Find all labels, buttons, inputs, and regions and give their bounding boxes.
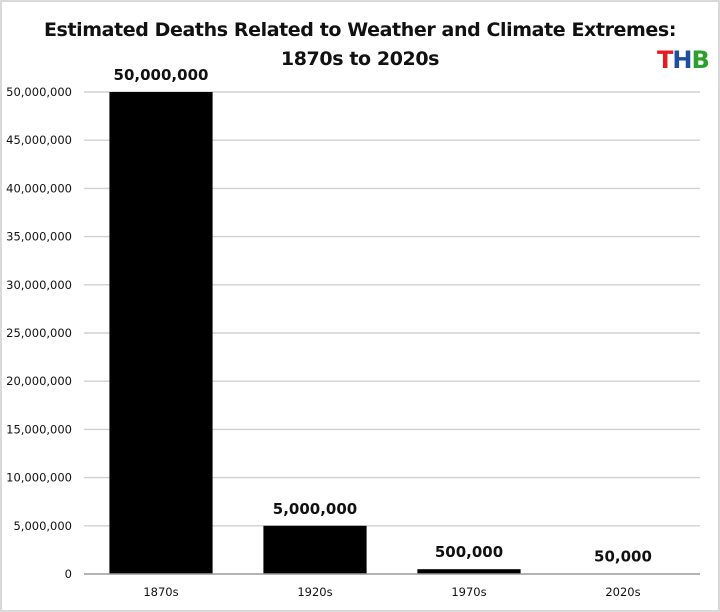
labels: 0 5,000,000 10,000,000 15,000,000 20,000,000… bbox=[6, 66, 652, 599]
bar bbox=[109, 92, 213, 574]
y-tick-label: 30,000,000 bbox=[6, 278, 72, 292]
data-label: 500,000 bbox=[435, 543, 503, 561]
bar bbox=[417, 569, 521, 574]
chart-title-line-1: Estimated Deaths Related to Weather and … bbox=[43, 19, 677, 41]
bars bbox=[109, 92, 675, 575]
x-tick-label: 1970s bbox=[451, 585, 486, 599]
y-tick-label: 45,000,000 bbox=[6, 133, 72, 147]
data-label: 50,000,000 bbox=[114, 66, 209, 84]
y-tick-label: 25,000,000 bbox=[6, 326, 72, 340]
y-tick-label: 40,000,000 bbox=[6, 181, 72, 195]
y-tick-label: 0 bbox=[65, 567, 72, 581]
bar bbox=[263, 525, 367, 574]
logo-letter-h: H bbox=[672, 46, 692, 74]
x-tick-label: 1870s bbox=[143, 585, 178, 599]
data-label: 50,000 bbox=[594, 548, 652, 566]
chart-title-line-2: 1870s to 2020s bbox=[280, 48, 440, 70]
y-tick-label: 10,000,000 bbox=[6, 471, 72, 485]
y-tick-label: 15,000,000 bbox=[6, 422, 72, 436]
y-tick-label: 50,000,000 bbox=[6, 85, 72, 99]
logo-letter-t: T bbox=[657, 46, 673, 74]
data-label: 5,000,000 bbox=[273, 500, 357, 518]
chart-title: Estimated Deaths Related to Weather and … bbox=[2, 16, 718, 74]
logo-letter-b: B bbox=[691, 46, 709, 74]
y-tick-label: 20,000,000 bbox=[6, 374, 72, 388]
y-tick-label: 35,000,000 bbox=[6, 230, 72, 244]
x-tick-label: 1920s bbox=[297, 585, 332, 599]
thb-logo: THB bbox=[657, 46, 710, 74]
x-tick-label: 2020s bbox=[605, 585, 640, 599]
y-tick-label: 5,000,000 bbox=[13, 519, 72, 533]
